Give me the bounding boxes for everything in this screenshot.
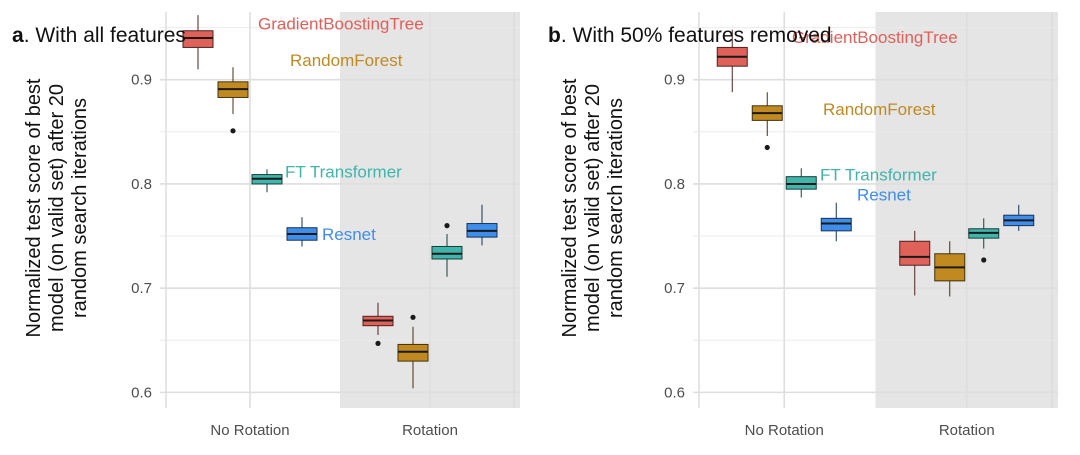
box-body	[182, 30, 214, 48]
y-tick-label: 0.8	[664, 176, 685, 193]
y-tick-label: 0.9	[131, 72, 152, 89]
series-label-resnet: Resnet	[857, 185, 911, 204]
y-tick-label: 0.6	[131, 384, 152, 401]
series-label-ft-transformer: FT Transformer	[285, 162, 402, 181]
x-tick-label: No Rotation	[210, 422, 289, 439]
y-axis-label-line: random search iterations	[69, 98, 91, 318]
y-tick-label: 0.7	[664, 280, 685, 297]
box-body	[820, 217, 852, 232]
y-tick-label: 0.7	[131, 280, 152, 297]
box-resnet-rotation	[466, 204, 498, 246]
box-gradientboostingtree-no-rotation	[716, 29, 748, 93]
box-gradientboostingtree-rotation	[362, 302, 394, 346]
y-axis-label: Normalized test score of bestmodel (on v…	[559, 78, 627, 337]
panel-b: GradientBoostingTree RandomForest FT Trans…	[548, 12, 1058, 439]
series-label-randomforest: RandomForest	[290, 51, 403, 70]
box-gradientboostingtree-rotation	[899, 230, 931, 296]
outlier-point	[410, 314, 416, 320]
box-body	[785, 176, 817, 190]
panel-title: b. With 50% features removed	[548, 24, 832, 47]
box-randomforest-no-rotation	[217, 67, 249, 134]
box-resnet-no-rotation	[286, 217, 318, 247]
box-randomforest-rotation	[397, 314, 429, 389]
box-ft-transformer-rotation	[968, 218, 1000, 263]
y-tick-label: 0.8	[131, 176, 152, 193]
panel-title-text: . With all features	[24, 24, 186, 47]
box-resnet-no-rotation	[820, 202, 852, 242]
y-axis-label-line: Normalized test score of best	[23, 78, 45, 337]
y-axis-label: Normalized test score of bestmodel (on v…	[23, 78, 91, 337]
series-label-resnet: Resnet	[322, 225, 376, 244]
series-label-ft-transformer: FT Transformer	[820, 166, 937, 185]
box-ft-transformer-rotation	[431, 223, 463, 277]
x-tick-label: Rotation	[939, 422, 995, 439]
box-body	[431, 245, 463, 260]
box-resnet-rotation	[1003, 204, 1035, 231]
outlier-point	[444, 223, 450, 229]
outlier-point	[981, 257, 987, 263]
panel-a: GradientBoostingTree RandomForest FT Trans…	[12, 12, 520, 439]
series-label-gradientboostingtree: GradientBoostingTree	[792, 28, 958, 47]
box-randomforest-no-rotation	[751, 92, 783, 151]
outlier-point	[230, 128, 236, 134]
y-axis-label-line: random search iterations	[605, 98, 627, 318]
box-body	[397, 343, 429, 362]
y-axis-label-line: model (on valid set) after 20	[46, 84, 68, 332]
x-tick-label: No Rotation	[745, 422, 824, 439]
y-tick-label: 0.6	[664, 384, 685, 401]
series-label-randomforest: RandomForest	[823, 100, 936, 119]
box-ft-transformer-no-rotation	[785, 168, 817, 198]
box-randomforest-rotation	[934, 241, 966, 297]
y-tick-label: 0.9	[664, 72, 685, 89]
panel-title: a. With all features	[12, 24, 186, 47]
box-ft-transformer-no-rotation	[251, 169, 283, 193]
series-label-gradientboostingtree: GradientBoostingTree	[258, 14, 424, 33]
panel-letter: b	[548, 24, 561, 47]
panel-letter: a	[12, 24, 24, 47]
outlier-point	[764, 144, 770, 151]
panel-title-text: . With 50% features removed	[561, 24, 832, 47]
outlier-point	[375, 340, 381, 346]
y-axis-label-line: model (on valid set) after 20	[582, 84, 604, 332]
box-body	[899, 240, 931, 266]
box-gradientboostingtree-no-rotation	[182, 15, 214, 70]
y-axis-label-line: Normalized test score of best	[559, 78, 581, 337]
x-tick-label: Rotation	[402, 422, 458, 439]
